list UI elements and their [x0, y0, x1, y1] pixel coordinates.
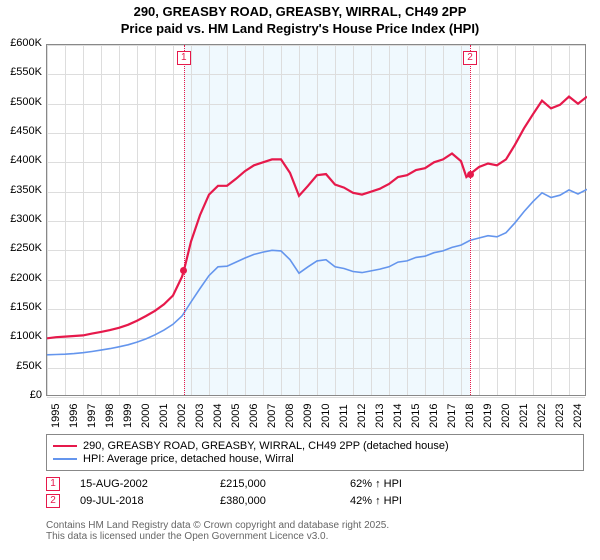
xtick-label: 2011	[338, 404, 350, 428]
sale-marker-2: 2	[46, 494, 60, 508]
legend-label: HPI: Average price, detached house, Wirr…	[83, 453, 294, 465]
ytick-label: £500K	[0, 96, 42, 108]
ytick-label: £0	[0, 389, 42, 401]
xtick-label: 2001	[158, 404, 170, 428]
xtick-label: 2003	[194, 404, 206, 428]
title-line-1: 290, GREASBY ROAD, GREASBY, WIRRAL, CH49…	[0, 4, 600, 21]
ytick-label: £600K	[0, 37, 42, 49]
xtick-label: 1995	[50, 404, 62, 428]
title-line-2: Price paid vs. HM Land Registry's House …	[0, 21, 600, 38]
xtick-label: 2022	[536, 404, 548, 428]
xtick-label: 1999	[122, 404, 134, 428]
marker-box-1: 1	[177, 51, 191, 65]
xtick-label: 2005	[230, 404, 242, 428]
xtick-label: 2014	[392, 404, 404, 428]
xtick-label: 1996	[68, 404, 80, 428]
ytick-label: £50K	[0, 360, 42, 372]
ytick-label: £300K	[0, 213, 42, 225]
xtick-label: 2012	[356, 404, 368, 428]
footer: Contains HM Land Registry data © Crown c…	[46, 520, 389, 542]
xtick-label: 2020	[500, 404, 512, 428]
chart-plot-area: 12	[46, 44, 586, 396]
sale-date: 15-AUG-2002	[80, 478, 200, 490]
gridline-y	[47, 397, 585, 398]
sale-delta: 42% ↑ HPI	[350, 495, 402, 507]
xtick-label: 2002	[176, 404, 188, 428]
marker-line-1	[184, 45, 185, 395]
xtick-label: 2017	[446, 404, 458, 428]
chart-lines	[47, 45, 587, 397]
ytick-label: £200K	[0, 272, 42, 284]
xtick-label: 2009	[302, 404, 314, 428]
sale-price: £215,000	[220, 478, 330, 490]
legend-label: 290, GREASBY ROAD, GREASBY, WIRRAL, CH49…	[83, 440, 449, 452]
ytick-label: £150K	[0, 301, 42, 313]
xtick-label: 1997	[86, 404, 98, 428]
xtick-label: 2010	[320, 404, 332, 428]
sale-delta: 62% ↑ HPI	[350, 478, 402, 490]
ytick-label: £550K	[0, 66, 42, 78]
price-line	[47, 97, 587, 339]
ytick-label: £250K	[0, 242, 42, 254]
marker-box-2: 2	[463, 51, 477, 65]
sale-dot-2	[467, 171, 474, 178]
ytick-label: £450K	[0, 125, 42, 137]
sales-table-row: 2 09-JUL-2018 £380,000 42% ↑ HPI	[46, 494, 402, 508]
marker-line-2	[470, 45, 471, 395]
legend-row: HPI: Average price, detached house, Wirr…	[53, 453, 577, 465]
xtick-label: 2013	[374, 404, 386, 428]
ytick-label: £400K	[0, 154, 42, 166]
xtick-label: 2018	[464, 404, 476, 428]
xtick-label: 2008	[284, 404, 296, 428]
xtick-label: 2015	[410, 404, 422, 428]
footer-line-1: Contains HM Land Registry data © Crown c…	[46, 520, 389, 531]
ytick-label: £350K	[0, 184, 42, 196]
footer-line-2: This data is licensed under the Open Gov…	[46, 531, 389, 542]
xtick-label: 2023	[554, 404, 566, 428]
xtick-label: 2004	[212, 404, 224, 428]
legend-swatch	[53, 445, 77, 447]
sale-date: 09-JUL-2018	[80, 495, 200, 507]
legend-row: 290, GREASBY ROAD, GREASBY, WIRRAL, CH49…	[53, 440, 577, 452]
xtick-label: 2007	[266, 404, 278, 428]
legend-swatch	[53, 458, 77, 460]
xtick-label: 2024	[572, 404, 584, 428]
ytick-label: £100K	[0, 330, 42, 342]
sales-table: 1 15-AUG-2002 £215,000 62% ↑ HPI 2 09-JUL-201…	[46, 474, 402, 511]
xtick-label: 2000	[140, 404, 152, 428]
sales-table-row: 1 15-AUG-2002 £215,000 62% ↑ HPI	[46, 477, 402, 491]
xtick-label: 1998	[104, 404, 116, 428]
sale-price: £380,000	[220, 495, 330, 507]
hpi-line	[47, 189, 587, 354]
legend: 290, GREASBY ROAD, GREASBY, WIRRAL, CH49…	[46, 434, 584, 471]
xtick-label: 2016	[428, 404, 440, 428]
sale-marker-1: 1	[46, 477, 60, 491]
xtick-label: 2006	[248, 404, 260, 428]
xtick-label: 2019	[482, 404, 494, 428]
xtick-label: 2021	[518, 404, 530, 428]
